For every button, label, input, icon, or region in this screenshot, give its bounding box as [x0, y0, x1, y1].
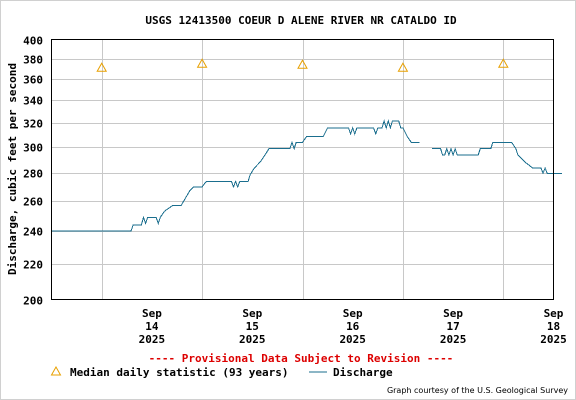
discharge-line — [51, 119, 420, 232]
x-tick-month: Sep — [443, 307, 463, 320]
median-marker — [297, 59, 308, 69]
x-tick-year: 2025 — [139, 333, 166, 346]
y-tick-label: 200 — [23, 295, 43, 308]
legend-median-marker — [50, 365, 62, 376]
x-tick-month: Sep — [343, 307, 363, 320]
x-tick-month: Sep — [242, 307, 262, 320]
legend-discharge-label: Discharge — [333, 366, 393, 379]
y-tick-label: 320 — [23, 118, 43, 131]
x-tick-labels: Sep142025Sep152025Sep162025Sep172025Sep1… — [139, 307, 567, 346]
median-marker — [397, 62, 409, 72]
x-tick-day: 18 — [547, 320, 560, 333]
y-tick-label: 380 — [23, 54, 43, 67]
y-tick-label: 240 — [23, 226, 43, 239]
x-tick-year: 2025 — [239, 333, 266, 346]
x-tick-day: 16 — [346, 320, 360, 333]
x-tick-month: Sep — [544, 307, 564, 320]
y-tick-label: 220 — [23, 259, 43, 272]
y-tick-labels: 200 220 240 260 280 300 320 340 360 380 400 — [23, 35, 43, 308]
x-tick-day: 14 — [145, 320, 159, 333]
x-tick-day: 15 — [246, 320, 259, 333]
y-tick-label: 340 — [23, 95, 43, 108]
discharge-line — [432, 141, 562, 175]
y-tick-label: 400 — [23, 35, 43, 48]
legend: Median daily statistic (93 years) Discha… — [50, 365, 393, 379]
y-tick-label: 280 — [23, 168, 43, 181]
credit-text: Graph courtesy of the U.S. Geological Su… — [387, 386, 568, 395]
y-tick-label: 300 — [23, 142, 43, 155]
x-tick-day: 17 — [446, 320, 459, 333]
x-tick-month: Sep — [142, 307, 162, 320]
median-marker — [497, 58, 509, 68]
grid-lines — [51, 39, 554, 300]
legend-median-label: Median daily statistic (93 years) — [70, 366, 289, 379]
series — [51, 58, 562, 232]
x-tick-year: 2025 — [540, 333, 567, 346]
x-tick-year: 2025 — [339, 333, 366, 346]
median-marker — [96, 62, 108, 72]
median-marker — [196, 58, 208, 68]
x-tick-year: 2025 — [440, 333, 467, 346]
y-tick-label: 260 — [23, 196, 43, 209]
y-tick-label: 360 — [23, 74, 43, 87]
chart-title: USGS 12413500 COEUR D ALENE RIVER NR CAT… — [145, 14, 457, 27]
y-axis-label: Discharge, cubic feet per second — [6, 63, 19, 275]
provisional-note: ---- Provisional Data Subject to Revisio… — [149, 352, 454, 365]
plot-border — [51, 39, 554, 300]
